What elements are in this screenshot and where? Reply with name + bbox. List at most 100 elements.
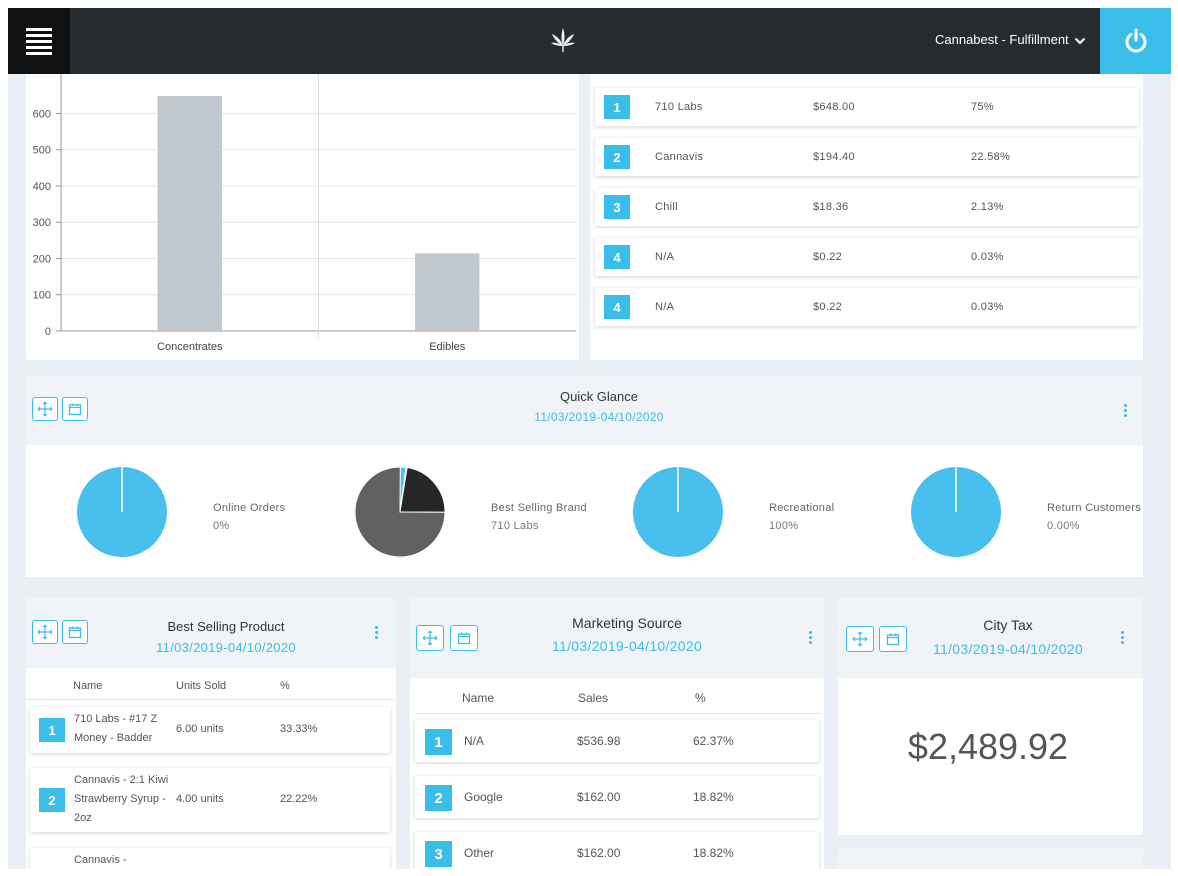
y-tick-label: 0 bbox=[45, 326, 51, 338]
rank-badge: 2 bbox=[425, 785, 452, 811]
best-selling-product-title: Best Selling Product bbox=[167, 619, 285, 634]
product-name-line: 2oz bbox=[74, 812, 92, 824]
move-icon[interactable] bbox=[416, 625, 444, 651]
product-percent: 22.22% bbox=[280, 793, 318, 805]
calendar-icon[interactable] bbox=[62, 397, 88, 421]
brand-name: N/A bbox=[655, 251, 675, 263]
best-selling-brand-value: 710 Labs bbox=[491, 520, 539, 532]
source-percent: 62.37% bbox=[693, 734, 734, 748]
y-tick-label: 200 bbox=[33, 253, 51, 265]
table-row[interactable]: 2 Google $162.00 18.82% bbox=[415, 776, 819, 818]
return-customers-value: 0.00% bbox=[1047, 520, 1080, 532]
more-options-icon[interactable] bbox=[371, 624, 381, 640]
more-options-icon[interactable] bbox=[805, 629, 815, 645]
calendar-icon[interactable] bbox=[879, 626, 907, 652]
brand-percent: 75% bbox=[971, 101, 994, 113]
x-category-label: Concentrates bbox=[157, 341, 223, 353]
cannabis-leaf-logo bbox=[551, 28, 575, 52]
best-selling-product-date-range[interactable]: 11/03/2019-04/10/2020 bbox=[156, 640, 296, 655]
online-orders-value: 0% bbox=[213, 520, 230, 532]
pie-slice bbox=[354, 466, 446, 558]
brand-row[interactable]: 3 Chill $18.36 2.13% bbox=[595, 188, 1139, 226]
rank-badge: 4 bbox=[604, 295, 630, 319]
move-icon[interactable] bbox=[32, 620, 58, 644]
column-header-name: Name bbox=[462, 691, 495, 705]
calendar-icon[interactable] bbox=[450, 625, 478, 651]
table-row[interactable]: 2 Cannavis - 2:1 Kiwi Strawberry Syrup -… bbox=[30, 768, 390, 832]
next-widget-header bbox=[838, 849, 1143, 869]
rank-badge: 3 bbox=[425, 841, 452, 867]
best-selling-brand-label: Best Selling Brand bbox=[491, 502, 587, 514]
product-name-line: Cannavis - bbox=[74, 854, 127, 866]
calendar-icon[interactable] bbox=[62, 620, 88, 644]
brand-sales: $194.40 bbox=[813, 151, 855, 163]
recreational-pie bbox=[633, 467, 723, 557]
city-tax-header: City Tax 11/03/2019-04/10/2020 bbox=[838, 598, 1143, 678]
best-selling-brand-pie bbox=[354, 466, 446, 558]
brand-sales: $18.36 bbox=[813, 201, 849, 213]
product-name-line: Strawberry Syrup - bbox=[74, 793, 166, 805]
brand-percent: 0.03% bbox=[971, 251, 1004, 263]
y-tick-label: 400 bbox=[33, 181, 51, 193]
table-row[interactable]: 1 N/A $536.98 62.37% bbox=[415, 720, 819, 762]
brand-sales: $0.22 bbox=[813, 301, 843, 313]
bar-concentrates bbox=[157, 96, 222, 331]
brand-percent: 0.03% bbox=[971, 301, 1004, 313]
pie-slice bbox=[399, 466, 446, 513]
brand-percent: 2.13% bbox=[971, 201, 1004, 213]
source-sales: $162.00 bbox=[577, 790, 621, 804]
more-options-icon[interactable] bbox=[1117, 629, 1127, 645]
chevron-down-icon bbox=[1075, 37, 1086, 45]
marketing-source-table: Name Sales % 1 N/A $536.98 62.37% 2 Goog… bbox=[410, 678, 824, 869]
power-button[interactable] bbox=[1100, 8, 1171, 74]
quick-glance-date-range[interactable]: 11/03/2019-04/10/2020 bbox=[534, 410, 664, 424]
category-sales-chart: 0 100 200 300 400 500 600 Concentrates Edibles bbox=[26, 74, 579, 360]
table-row[interactable]: 1 710 Labs - #17 Z Money - Badder 6.00 u… bbox=[30, 707, 390, 753]
move-icon[interactable] bbox=[846, 626, 874, 652]
marketing-source-title: Marketing Source bbox=[572, 615, 682, 631]
brand-name: Chill bbox=[655, 201, 678, 213]
brand-row[interactable]: 1 710 Labs $648.00 75% bbox=[595, 88, 1139, 126]
return-customers-pie bbox=[911, 467, 1001, 557]
brand-percent: 22.58% bbox=[971, 151, 1011, 163]
table-row[interactable]: Cannavis - bbox=[30, 848, 390, 869]
column-header-name: Name bbox=[73, 680, 103, 692]
recreational-label: Recreational bbox=[769, 502, 835, 514]
brand-sales-list: 1 710 Labs $648.00 75% 2 Cannavis $194.4… bbox=[590, 74, 1143, 360]
online-orders-pie bbox=[77, 467, 167, 557]
store-selector-label: Cannabest - Fulfillment bbox=[935, 32, 1069, 47]
brand-row[interactable]: 4 N/A $0.22 0.03% bbox=[595, 238, 1139, 276]
city-tax-date-range[interactable]: 11/03/2019-04/10/2020 bbox=[932, 641, 1084, 657]
y-tick-label: 600 bbox=[33, 108, 51, 120]
source-percent: 18.82% bbox=[693, 846, 734, 860]
rank-badge: 3 bbox=[604, 195, 630, 219]
table-row[interactable]: 3 Other $162.00 18.82% bbox=[415, 832, 819, 869]
column-header-percent: % bbox=[280, 680, 290, 692]
rank-badge: 1 bbox=[604, 95, 630, 119]
city-tax-title: City Tax bbox=[983, 617, 1033, 633]
product-name-line: Money - Badder bbox=[74, 732, 153, 744]
brand-row[interactable]: 4 N/A $0.22 0.03% bbox=[595, 288, 1139, 326]
quick-glance-header: Quick Glance 11/03/2019-04/10/2020 bbox=[26, 375, 1143, 445]
brand-row[interactable]: 2 Cannavis $194.40 22.58% bbox=[595, 138, 1139, 176]
hamburger-menu-icon[interactable] bbox=[8, 8, 70, 74]
online-orders-label: Online Orders bbox=[213, 502, 286, 514]
source-name: N/A bbox=[464, 734, 485, 748]
column-header-units-sold: Units Sold bbox=[176, 680, 227, 692]
store-selector[interactable]: Cannabest - Fulfillment bbox=[935, 32, 1086, 47]
more-options-icon[interactable] bbox=[1120, 402, 1130, 418]
app-frame: Cannabest - Fulfillment 0 100 200 300 400 500… bbox=[8, 8, 1171, 869]
return-customers-label: Return Customers bbox=[1047, 502, 1142, 514]
recreational-value: 100% bbox=[769, 520, 799, 532]
brand-name: N/A bbox=[655, 301, 675, 313]
city-tax-body: $2,489.92 bbox=[838, 678, 1143, 835]
product-name-line: 710 Labs - #17 Z bbox=[74, 713, 158, 725]
units-sold: 4.00 units bbox=[176, 793, 224, 805]
marketing-source-date-range[interactable]: 11/03/2019-04/10/2020 bbox=[551, 638, 703, 654]
brand-name: 710 Labs bbox=[655, 101, 703, 113]
rank-badge: 2 bbox=[39, 788, 65, 812]
brand-name: Cannavis bbox=[655, 151, 704, 163]
move-icon[interactable] bbox=[32, 397, 58, 421]
quick-glance-title: Quick Glance bbox=[559, 389, 639, 404]
product-name-line: Cannavis - 2:1 Kiwi bbox=[74, 774, 169, 786]
